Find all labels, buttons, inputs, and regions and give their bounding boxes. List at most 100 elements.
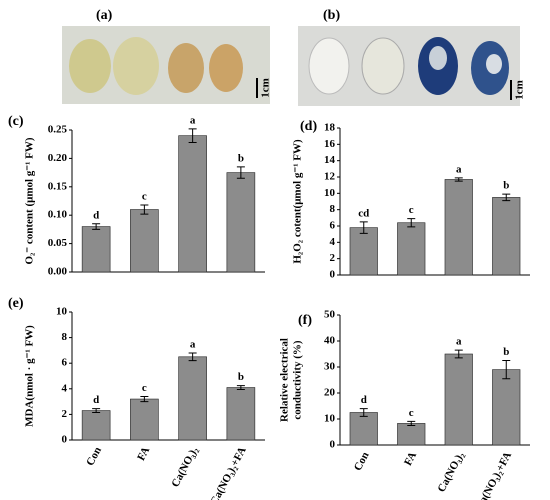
bar [226, 387, 256, 441]
y-tick-label: 0.15 [48, 180, 68, 192]
y-axis-label: conductivity (%) [292, 340, 304, 419]
significance-label: c [409, 407, 414, 419]
panel-label: (f) [298, 313, 312, 328]
significance-label: cd [358, 207, 369, 219]
panel-label: (a) [96, 8, 113, 23]
y-tick-label: 0 [330, 269, 336, 281]
significance-label: a [190, 338, 196, 350]
y-tick-label: 6 [62, 357, 68, 369]
panel-label: (d) [300, 119, 317, 134]
y-tick-label: 16 [324, 138, 336, 150]
error-bar [454, 177, 463, 182]
significance-label: c [142, 191, 147, 203]
y-tick-label: 50 [324, 309, 336, 321]
y-axis-label: MDA(nmol · g⁻¹ FW) [24, 325, 36, 427]
bar [492, 197, 521, 276]
y-axis-label: Relative electrical [279, 338, 291, 422]
photo-b [298, 26, 520, 106]
scale-label: 1cm [260, 78, 272, 98]
x-tick-label: Ca(NO₃)₂+FA [208, 445, 249, 500]
significance-label: a [190, 114, 196, 126]
error-bar [236, 385, 245, 390]
y-tick-label: 30 [324, 361, 336, 373]
panel-label: (e) [8, 296, 24, 311]
error-bar [502, 193, 511, 202]
y-tick-label: 0.05 [48, 237, 68, 249]
x-tick-label: Ca(NO₃)₂ [169, 444, 201, 489]
y-tick-label: 2 [330, 252, 336, 264]
scale-label: 1cm [514, 80, 526, 100]
bar [349, 227, 378, 276]
significance-label: b [238, 371, 244, 383]
y-tick-label: 0.25 [48, 124, 68, 136]
y-tick-label: 18 [324, 122, 336, 134]
error-bar [140, 204, 149, 215]
error-bar [359, 408, 368, 417]
x-tick-label: Con [84, 445, 104, 468]
y-tick-label: 0 [62, 434, 68, 446]
y-tick-label: 0 [330, 439, 336, 451]
significance-label: d [361, 394, 367, 406]
panel-label: (c) [8, 114, 24, 129]
y-tick-label: 40 [324, 335, 336, 347]
significance-label: c [142, 382, 147, 394]
y-tick-label: 0.20 [48, 152, 68, 164]
bar [130, 209, 159, 273]
y-tick-label: 12 [324, 171, 336, 183]
x-tick-label: FA [135, 445, 152, 463]
error-bar [359, 221, 368, 234]
error-bar [236, 166, 245, 179]
y-tick-label: 8 [330, 203, 336, 215]
y-tick-label: 14 [324, 154, 336, 166]
y-tick-label: 4 [62, 382, 68, 394]
bar [178, 135, 207, 273]
error-bar [407, 218, 416, 228]
y-tick-label: 6 [330, 220, 336, 232]
y-tick-label: 2 [62, 408, 68, 420]
y-tick-label: 20 [324, 387, 336, 399]
bar [397, 423, 426, 446]
bar [81, 226, 111, 273]
error-bar [140, 395, 149, 403]
significance-label: a [456, 163, 462, 175]
y-tick-label: 8 [62, 331, 68, 343]
bar [349, 412, 378, 446]
error-bar [92, 223, 101, 230]
significance-label: c [409, 204, 414, 216]
x-tick-label: Ca(NO₃)₂ [435, 449, 467, 494]
error-bar [188, 128, 197, 143]
x-tick-label: Con [352, 450, 372, 473]
x-tick-label: Ca(NO₃)₂+FA [473, 450, 514, 500]
bar [492, 369, 521, 446]
y-tick-label: 0.10 [48, 209, 68, 221]
photo-a [62, 26, 270, 104]
bar [444, 353, 473, 446]
bar [178, 356, 207, 441]
x-tick-label: FA [402, 450, 419, 468]
y-axis-label: H₂O₂ cotent(μmol g⁻¹ FW) [292, 139, 304, 264]
y-tick-label: 10 [324, 187, 336, 199]
error-bar [188, 352, 197, 362]
significance-label: b [238, 152, 244, 164]
error-bar [407, 420, 416, 426]
bar [397, 222, 426, 276]
y-tick-label: 10 [324, 413, 336, 425]
significance-label: d [93, 394, 99, 406]
significance-label: b [503, 346, 509, 358]
significance-label: b [503, 180, 509, 192]
error-bar [502, 360, 511, 380]
y-axis-label: O₂⁻ content (μmol g⁻¹ FW) [24, 137, 36, 264]
bar [81, 410, 111, 441]
bar [444, 179, 473, 276]
significance-label: d [93, 209, 99, 221]
error-bar [454, 349, 463, 359]
y-tick-label: 10 [56, 306, 68, 318]
panel-label: (b) [323, 8, 340, 23]
y-tick-label: 0.00 [48, 266, 68, 278]
bar [226, 172, 256, 273]
significance-label: a [456, 336, 462, 348]
bar [130, 398, 159, 441]
y-tick-label: 4 [330, 236, 336, 248]
error-bar [92, 408, 101, 413]
